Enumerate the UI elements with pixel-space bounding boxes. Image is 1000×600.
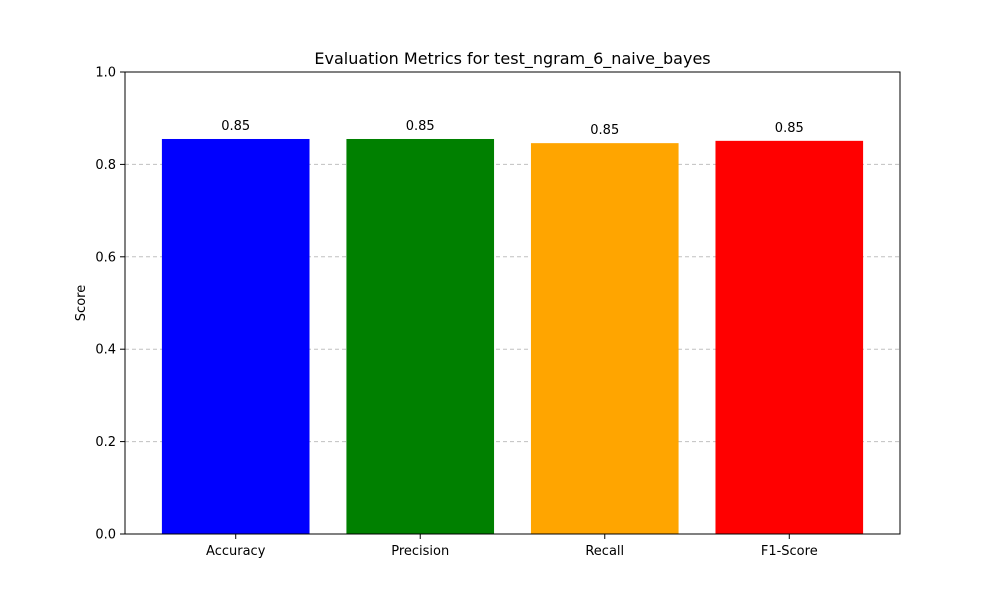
bar-f1-score xyxy=(715,140,864,534)
x-axis-ticks: Accuracy Precision Recall F1-Score xyxy=(206,534,818,559)
bar-value-label: 0.85 xyxy=(775,121,804,136)
y-tick-label: 0.8 xyxy=(95,158,116,173)
x-tick-label: F1-Score xyxy=(761,544,818,559)
bars xyxy=(161,138,864,535)
y-tick-label: 0.4 xyxy=(95,343,116,358)
bar-precision xyxy=(346,138,495,535)
bar-recall xyxy=(530,143,679,534)
bar-value-label: 0.85 xyxy=(590,123,619,138)
y-axis-label: Score xyxy=(74,285,89,321)
y-axis-ticks: 0.0 0.2 0.4 0.6 0.8 1.0 xyxy=(95,66,125,543)
y-tick-label: 1.0 xyxy=(95,66,116,81)
chart-title: Evaluation Metrics for test_ngram_6_naiv… xyxy=(314,49,710,69)
plot-frame xyxy=(124,71,901,535)
x-tick-label: Precision xyxy=(391,544,449,559)
x-tick-label: Accuracy xyxy=(206,544,266,559)
y-tick-label: 0.6 xyxy=(95,250,116,265)
y-tick-label: 0.2 xyxy=(95,435,116,450)
x-tick-label: Recall xyxy=(585,544,624,559)
value-labels: 0.85 0.85 0.85 0.85 xyxy=(221,119,804,138)
bar-value-label: 0.85 xyxy=(406,119,435,134)
bar-accuracy xyxy=(161,138,310,535)
bar-value-label: 0.85 xyxy=(221,119,250,134)
y-tick-label: 0.0 xyxy=(95,528,116,543)
